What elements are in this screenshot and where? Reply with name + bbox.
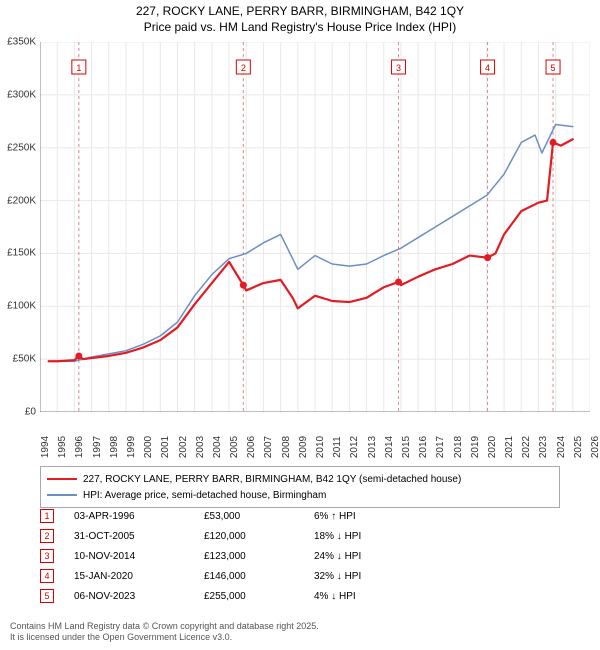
sale-row: 3 10-NOV-2014£123,00024% ↓ HPI [40,546,560,566]
sale-row: 1 03-APR-1996£53,0006% ↑ HPI [40,506,560,526]
x-axis-tick-label: 1997 [92,436,103,458]
x-axis-tick-label: 1998 [109,436,120,458]
y-axis-tick-label: £100K [7,301,36,312]
svg-text:3: 3 [396,63,401,73]
chart-area: £0£50K£100K£150K£200K£250K£300K£350K 123… [40,42,590,412]
x-axis-tick-label: 2006 [246,436,257,458]
x-axis-tick-label: 2002 [178,436,189,458]
y-axis-tick-label: £250K [7,142,36,153]
svg-text:5: 5 [551,63,556,73]
footer-line: Contains HM Land Registry data © Crown c… [10,621,319,633]
x-axis-tick-label: 2012 [349,436,360,458]
legend-label: HPI: Average price, semi-detached house,… [83,490,326,501]
x-axis-tick-label: 2010 [315,436,326,458]
chart-title-block: 227, ROCKY LANE, PERRY BARR, BIRMINGHAM,… [0,0,600,37]
sale-marker-icon: 5 [40,589,54,603]
x-axis-tick-label: 2023 [538,436,549,458]
svg-text:4: 4 [485,63,490,73]
x-axis-tick-label: 2005 [229,436,240,458]
x-axis-tick-label: 2003 [195,436,206,458]
y-axis-tick-label: £50K [13,354,36,365]
y-axis-tick-label: £150K [7,248,36,259]
x-axis-tick-label: 2007 [263,436,274,458]
x-axis-tick-label: 2001 [160,436,171,458]
sale-hpi-delta: 24% ↓ HPI [314,551,394,562]
y-axis-tick-label: £300K [7,89,36,100]
y-axis-tick-label: £200K [7,195,36,206]
footer-attribution: Contains HM Land Registry data © Crown c… [10,621,319,644]
sale-hpi-delta: 18% ↓ HPI [314,531,394,542]
sales-table: 103-APR-1996£53,0006% ↑ HPI231-OCT-2005£… [40,506,560,606]
x-axis-tick-label: 2018 [453,436,464,458]
x-axis-tick-label: 2015 [401,436,412,458]
title-line-2: Price paid vs. HM Land Registry's House … [0,20,600,36]
sale-date: 15-JAN-2020 [74,571,204,582]
chart-svg: 1 2 3 4 5 [40,42,590,412]
x-axis-tick-label: 2026 [590,436,600,458]
sale-row: 4 15-JAN-2020£146,00032% ↓ HPI [40,566,560,586]
footer-line: It is licensed under the Open Government… [10,632,319,644]
legend-item-hpi: HPI: Average price, semi-detached house,… [47,487,553,503]
y-axis-tick-label: £350K [7,37,36,48]
sale-price: £146,000 [204,571,314,582]
svg-text:1: 1 [76,63,81,73]
x-axis-tick-label: 2021 [504,436,515,458]
sale-date: 03-APR-1996 [74,511,204,522]
y-axis-tick-label: £0 [25,407,36,418]
x-axis-tick-label: 2017 [435,436,446,458]
x-axis-tick-label: 2020 [487,436,498,458]
x-axis-tick-label: 2014 [384,436,395,458]
title-line-1: 227, ROCKY LANE, PERRY BARR, BIRMINGHAM,… [0,4,600,20]
sale-marker-icon: 3 [40,549,54,563]
sale-price: £53,000 [204,511,314,522]
legend: 227, ROCKY LANE, PERRY BARR, BIRMINGHAM,… [40,466,560,508]
x-axis-tick-label: 2022 [521,436,532,458]
legend-item-price-paid: 227, ROCKY LANE, PERRY BARR, BIRMINGHAM,… [47,471,553,487]
x-axis-tick-label: 2011 [332,436,343,458]
sale-hpi-delta: 32% ↓ HPI [314,571,394,582]
sale-marker-icon: 1 [40,509,54,523]
x-axis-tick-label: 2013 [367,436,378,458]
sale-hpi-delta: 4% ↓ HPI [314,591,394,602]
x-axis-tick-label: 2016 [418,436,429,458]
svg-text:2: 2 [241,63,246,73]
sale-price: £120,000 [204,531,314,542]
x-axis-tick-label: 1995 [57,436,68,458]
legend-swatch [47,494,77,496]
x-axis-tick-label: 1999 [126,436,137,458]
sale-date: 06-NOV-2023 [74,591,204,602]
sale-date: 10-NOV-2014 [74,551,204,562]
sale-marker-icon: 2 [40,529,54,543]
sale-hpi-delta: 6% ↑ HPI [314,511,394,522]
x-axis-tick-label: 1996 [74,436,85,458]
sale-row: 2 31-OCT-2005£120,00018% ↓ HPI [40,526,560,546]
x-axis-tick-label: 2008 [281,436,292,458]
x-axis-labels: 1994 1995 1996 1997 1998 1999 2000 2001 2002 2003… [40,415,590,455]
legend-swatch [47,478,77,481]
sale-price: £255,000 [204,591,314,602]
x-axis-tick-label: 2019 [470,436,481,458]
sale-price: £123,000 [204,551,314,562]
x-axis-tick-label: 2009 [298,436,309,458]
sale-marker-icon: 4 [40,569,54,583]
x-axis-tick-label: 2000 [143,436,154,458]
x-axis-tick-label: 2024 [556,436,567,458]
legend-label: 227, ROCKY LANE, PERRY BARR, BIRMINGHAM,… [83,474,461,485]
x-axis-tick-label: 2004 [212,436,223,458]
sale-row: 5 06-NOV-2023£255,0004% ↓ HPI [40,586,560,606]
y-axis-labels: £0£50K£100K£150K£200K£250K£300K£350K [0,42,38,412]
x-axis-tick-label: 1994 [40,436,51,458]
x-axis-tick-label: 2025 [573,436,584,458]
sale-date: 31-OCT-2005 [74,531,204,542]
